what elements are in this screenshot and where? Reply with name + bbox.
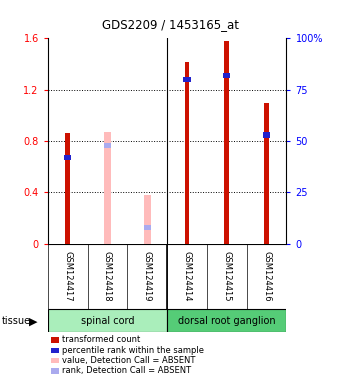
Text: spinal cord: spinal cord bbox=[81, 316, 134, 326]
Bar bbox=[264, 103, 269, 244]
Text: rank, Detection Call = ABSENT: rank, Detection Call = ABSENT bbox=[62, 366, 191, 376]
Bar bbox=[65, 133, 70, 244]
Text: dorsal root ganglion: dorsal root ganglion bbox=[178, 316, 276, 326]
Text: tissue: tissue bbox=[2, 316, 31, 326]
Bar bbox=[144, 225, 151, 230]
Text: transformed count: transformed count bbox=[62, 335, 140, 344]
Text: GSM124417: GSM124417 bbox=[63, 251, 72, 302]
Text: GSM124414: GSM124414 bbox=[182, 251, 192, 302]
Text: GSM124415: GSM124415 bbox=[222, 251, 231, 302]
Bar bbox=[64, 155, 71, 160]
Bar bbox=[223, 73, 231, 78]
Bar bbox=[263, 132, 270, 137]
Bar bbox=[104, 132, 111, 244]
Text: ▶: ▶ bbox=[29, 316, 38, 326]
Bar bbox=[183, 77, 191, 82]
Bar bbox=[144, 195, 151, 244]
Bar bbox=[224, 41, 229, 244]
Bar bbox=[184, 61, 189, 244]
Text: GDS2209 / 1453165_at: GDS2209 / 1453165_at bbox=[102, 18, 239, 31]
Text: value, Detection Call = ABSENT: value, Detection Call = ABSENT bbox=[62, 356, 195, 365]
Text: GSM124416: GSM124416 bbox=[262, 251, 271, 302]
Text: percentile rank within the sample: percentile rank within the sample bbox=[62, 346, 204, 355]
Bar bbox=[104, 143, 111, 148]
Text: GSM124418: GSM124418 bbox=[103, 251, 112, 302]
Text: GSM124419: GSM124419 bbox=[143, 251, 152, 302]
Bar bbox=[48, 309, 167, 332]
Bar bbox=[167, 309, 286, 332]
